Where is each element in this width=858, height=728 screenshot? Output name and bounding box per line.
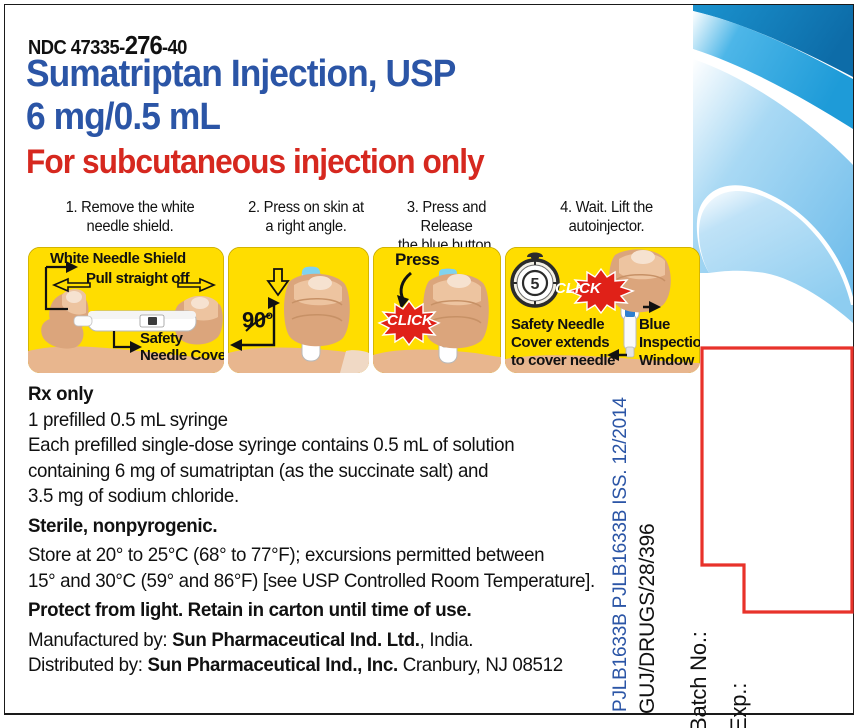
ndc-suffix: -40 <box>161 37 187 59</box>
composition-line-3: 3.5 mg of sodium chloride. <box>28 485 239 507</box>
step-caption-4: 4. Wait. Lift the autoinjector. <box>518 198 696 255</box>
panel-1-label-safety: Safety <box>140 330 183 347</box>
step-caption-1-line1: 1. Remove the white <box>65 199 195 216</box>
panel-1-label-needle-shield: White Needle Shield <box>50 250 186 267</box>
exp-label: Exp.: <box>726 682 751 728</box>
print-code-blue: PJLB1633B PJLB1633B ISS. 12/2014 <box>610 397 631 712</box>
manufactured-by-company: Sun Pharmaceutical Ind. Ltd. <box>172 628 420 651</box>
panel-4-label-window: Window <box>639 352 694 369</box>
storage-line-2: 15° and 30°C (59° and 86°F) [see USP Con… <box>28 569 595 592</box>
step-caption-4-line1: 4. Wait. Lift the <box>560 199 653 216</box>
distributed-by-company: Sun Pharmaceutical Ind., Inc. <box>147 654 398 676</box>
drug-name: Sumatriptan Injection, USP <box>26 53 456 95</box>
panel-press-on-skin: 90o <box>228 247 369 373</box>
panel-4-label-line1: Safety Needle <box>511 316 605 333</box>
panel-4-label-blue: Blue <box>639 316 670 333</box>
step-caption-1: 1. Remove the white needle shield. <box>33 198 227 255</box>
batch-no-label: Batch No.: <box>686 631 711 728</box>
svg-text:5: 5 <box>531 276 540 293</box>
composition-line-2: containing 6 mg of sumatriptan (as the s… <box>28 459 489 482</box>
panel-press-release: Press CLICK <box>373 247 501 373</box>
panel-3-artwork <box>373 268 501 373</box>
panel-4-label-inspection: Inspection <box>639 334 700 351</box>
protect-from-light: Protect from light. Retain in carton unt… <box>28 599 472 621</box>
panel-4-label-line2: Cover extends <box>511 334 610 351</box>
step-caption-3-line1: 3. Press and Release <box>406 199 487 235</box>
syringe-count: 1 prefilled 0.5 mL syringe <box>28 408 228 431</box>
panel-remove-shield: White Needle Shield Pull straight off Sa… <box>28 247 224 373</box>
instruction-panels: White Needle Shield Pull straight off Sa… <box>28 247 700 373</box>
distributed-by-prefix: Distributed by: <box>28 654 148 676</box>
panel-2-artwork <box>228 266 369 373</box>
panel-3-label-click: CLICK <box>387 312 433 329</box>
distributed-by-suffix: Cranbury, NJ 08512 <box>397 654 563 676</box>
step-caption-1-line2: needle shield. <box>86 218 174 235</box>
panel-1-label-needle-cover: Needle Cover <box>140 347 224 364</box>
ndc-prefix: NDC 47335- <box>28 37 125 59</box>
panel-2-label-angle: 90o <box>242 307 273 333</box>
panel-4-artwork: 5 <box>505 249 700 373</box>
panel-1-label-pull-off: Pull straight off <box>86 270 190 287</box>
manufactured-by: Manufactured by: Sun Pharmaceutical Ind.… <box>28 628 594 654</box>
batch-exp-imprint-box <box>690 340 858 665</box>
ndc-mid: 276 <box>124 30 163 60</box>
step-caption-2-line2: a right angle. <box>265 218 347 235</box>
ndc-number: NDC 47335-276-40 <box>28 30 187 61</box>
panel-wait-lift: 5 Safety Needle Cover extends to cover n… <box>505 247 700 373</box>
print-code-black: GUJ/DRUGS/28/396 <box>636 523 659 714</box>
panel-4-label-click: CLICK <box>555 280 601 297</box>
storage-line-1: Store at 20° to 25°C (68° to 77°F); excu… <box>28 544 545 566</box>
step-caption-2-line1: 2. Press on skin at <box>248 199 364 216</box>
drug-strength: 6 mg/0.5 mL <box>26 96 221 138</box>
manufactured-by-prefix: Manufactured by: <box>28 628 173 651</box>
panel-4-label-line3: to cover needle <box>511 352 616 369</box>
carton-bottom-rule <box>4 714 854 715</box>
step-caption-2: 2. Press on skin at a right angle. <box>236 198 377 255</box>
panel-2-degree-symbol: o <box>265 308 273 322</box>
route-of-administration: For subcutaneous injection only <box>26 143 485 181</box>
body-copy: Rx only 1 prefilled 0.5 mL syringe Each … <box>28 382 618 679</box>
panel-1-artwork <box>28 261 224 373</box>
distributed-by: Distributed by: Sun Pharmaceutical Ind.,… <box>28 653 594 679</box>
panel-3-label-press: Press <box>395 250 440 269</box>
composition-line-1: Each prefilled single-dose syringe conta… <box>28 434 515 456</box>
sterile-statement: Sterile, nonpyrogenic. <box>28 514 218 537</box>
step-caption-4-line2: autoinjector. <box>568 218 645 235</box>
manufactured-by-suffix: , India. <box>419 628 474 651</box>
rx-only: Rx only <box>28 383 94 405</box>
